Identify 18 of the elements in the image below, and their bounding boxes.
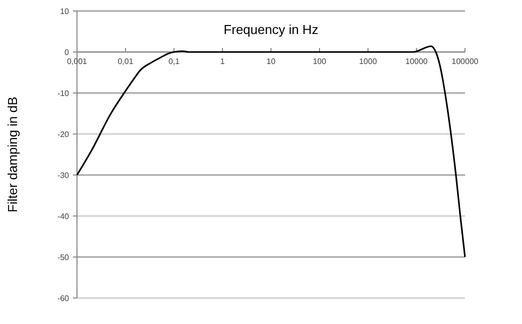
x-tick-label: 10000 xyxy=(405,57,428,66)
x-tick-label: 100 xyxy=(312,57,327,66)
x-tick-label: 1 xyxy=(220,57,226,66)
y-tick-label: -60 xyxy=(57,294,70,303)
y-tick-label: 0 xyxy=(64,48,70,57)
x-axis-title: Frequency in Hz xyxy=(224,22,318,37)
x-tick-label: 0,01 xyxy=(118,57,134,66)
y-tick-label: -20 xyxy=(57,130,70,139)
x-tick-label: 0,1 xyxy=(168,57,180,66)
y-tick-label: -40 xyxy=(57,212,70,221)
y-axis-title: Filter damping in dB xyxy=(5,96,20,212)
x-tick-label: 100000 xyxy=(452,57,479,66)
y-tick-label: 10 xyxy=(60,6,70,16)
x-tick-label: 1000 xyxy=(359,57,378,66)
y-tick-label: -10 xyxy=(57,88,70,98)
y-tick-label: -50 xyxy=(57,252,70,262)
y-tick-label: -30 xyxy=(57,170,70,180)
x-tick-label: 10 xyxy=(266,57,276,66)
